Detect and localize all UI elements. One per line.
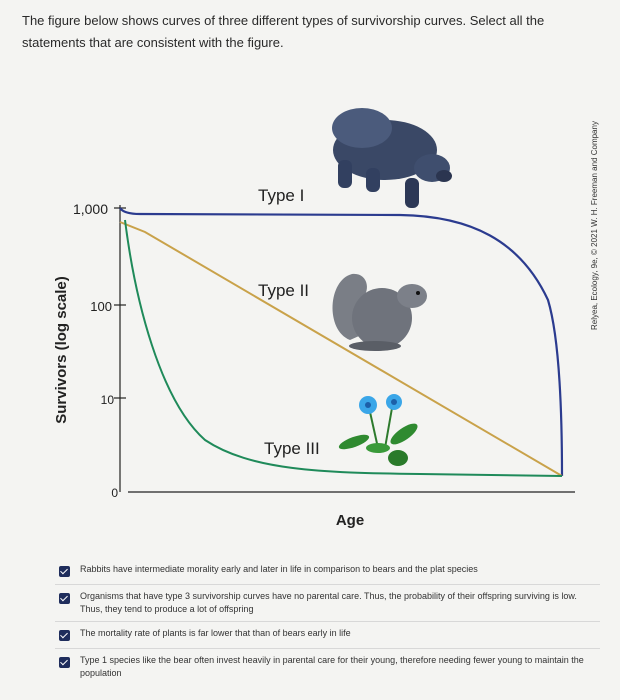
- answer-option[interactable]: The mortality rate of plants is far lowe…: [55, 622, 600, 649]
- y-tick-label-10: 10: [101, 393, 115, 407]
- series-label-type-3: Type III: [264, 439, 320, 458]
- answer-option-label: Organisms that have type 3 survivorship …: [80, 591, 577, 614]
- survivorship-chart: 1,000 100 10 0 Survivors (log scale) Age…: [53, 108, 575, 529]
- answer-options: Rabbits have intermediate morality early…: [55, 558, 600, 685]
- answer-option-label: Type 1 species like the bear often inves…: [80, 655, 584, 678]
- figure-credit: Relyea, Ecology, 9e, © 2021 W. H. Freema…: [590, 121, 599, 330]
- answer-option[interactable]: Type 1 species like the bear often inves…: [55, 649, 600, 685]
- y-tick-label-0: 0: [111, 486, 118, 500]
- y-tick-label-100: 100: [90, 299, 112, 314]
- checkbox-icon[interactable]: [59, 566, 70, 577]
- answer-option-label: Rabbits have intermediate morality early…: [80, 564, 478, 574]
- answer-option-label: The mortality rate of plants is far lowe…: [80, 628, 351, 638]
- bear-icon: [332, 108, 452, 208]
- checkbox-icon[interactable]: [59, 630, 70, 641]
- checkbox-icon[interactable]: [59, 657, 70, 668]
- series-label-type-1: Type I: [258, 186, 304, 205]
- axes: [114, 205, 575, 493]
- series-type-1-line: [119, 207, 564, 477]
- question-text: The figure below shows curves of three d…: [22, 13, 545, 50]
- series-type-2-line: [119, 221, 563, 477]
- y-tick-label-1000: 1,000: [73, 201, 108, 217]
- series-label-type-2: Type II: [258, 281, 309, 300]
- answer-option[interactable]: Organisms that have type 3 survivorship …: [55, 585, 600, 622]
- squirrel-icon: [332, 273, 427, 351]
- flower-icon: [338, 394, 418, 466]
- series-type-3-line: [124, 219, 563, 477]
- checkbox-icon[interactable]: [59, 593, 70, 604]
- y-axis-label: Survivors (log scale): [53, 276, 70, 424]
- answer-option[interactable]: Rabbits have intermediate morality early…: [55, 558, 600, 585]
- x-axis-label: Age: [336, 512, 364, 529]
